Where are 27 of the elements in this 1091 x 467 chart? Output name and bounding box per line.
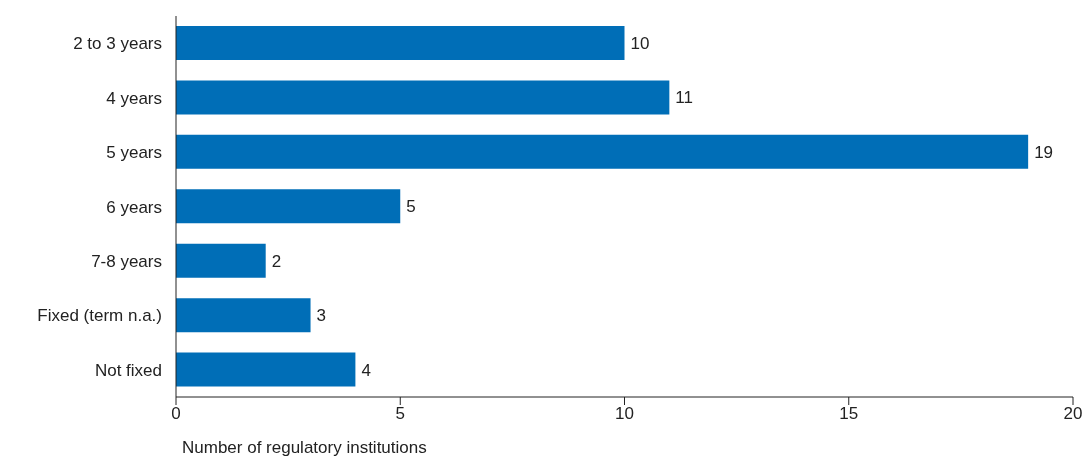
bar — [176, 80, 670, 115]
data-label: 11 — [675, 88, 694, 108]
bar — [176, 189, 401, 224]
data-label: 10 — [630, 34, 650, 54]
y-tick-label: 5 years — [106, 143, 162, 163]
y-tick-label: 7-8 years — [91, 251, 162, 271]
y-tick-label: 2 to 3 years — [73, 34, 162, 54]
data-label: 2 — [271, 251, 282, 271]
x-tick-label: 10 — [615, 404, 634, 424]
bar — [176, 134, 1029, 169]
x-tick-label: 15 — [839, 404, 859, 424]
bar — [176, 243, 266, 278]
x-axis-title: Number of regulatory institutions — [182, 438, 427, 457]
y-tick-label: 4 years — [106, 88, 162, 108]
data-label: 5 — [406, 197, 416, 217]
y-tick-label: Not fixed — [94, 360, 162, 380]
x-tick-label: 0 — [171, 404, 181, 424]
x-tick-label: 20 — [1063, 404, 1083, 424]
data-label: 3 — [316, 306, 327, 326]
bar — [176, 26, 625, 60]
data-label: 4 — [361, 360, 371, 380]
bar — [176, 298, 311, 333]
bar — [176, 352, 356, 387]
data-label: 19 — [1034, 142, 1054, 162]
y-tick-label: 6 years — [106, 197, 162, 217]
y-tick-label: Fixed (term n.a.) — [37, 306, 162, 326]
x-tick-label: 5 — [395, 404, 405, 424]
